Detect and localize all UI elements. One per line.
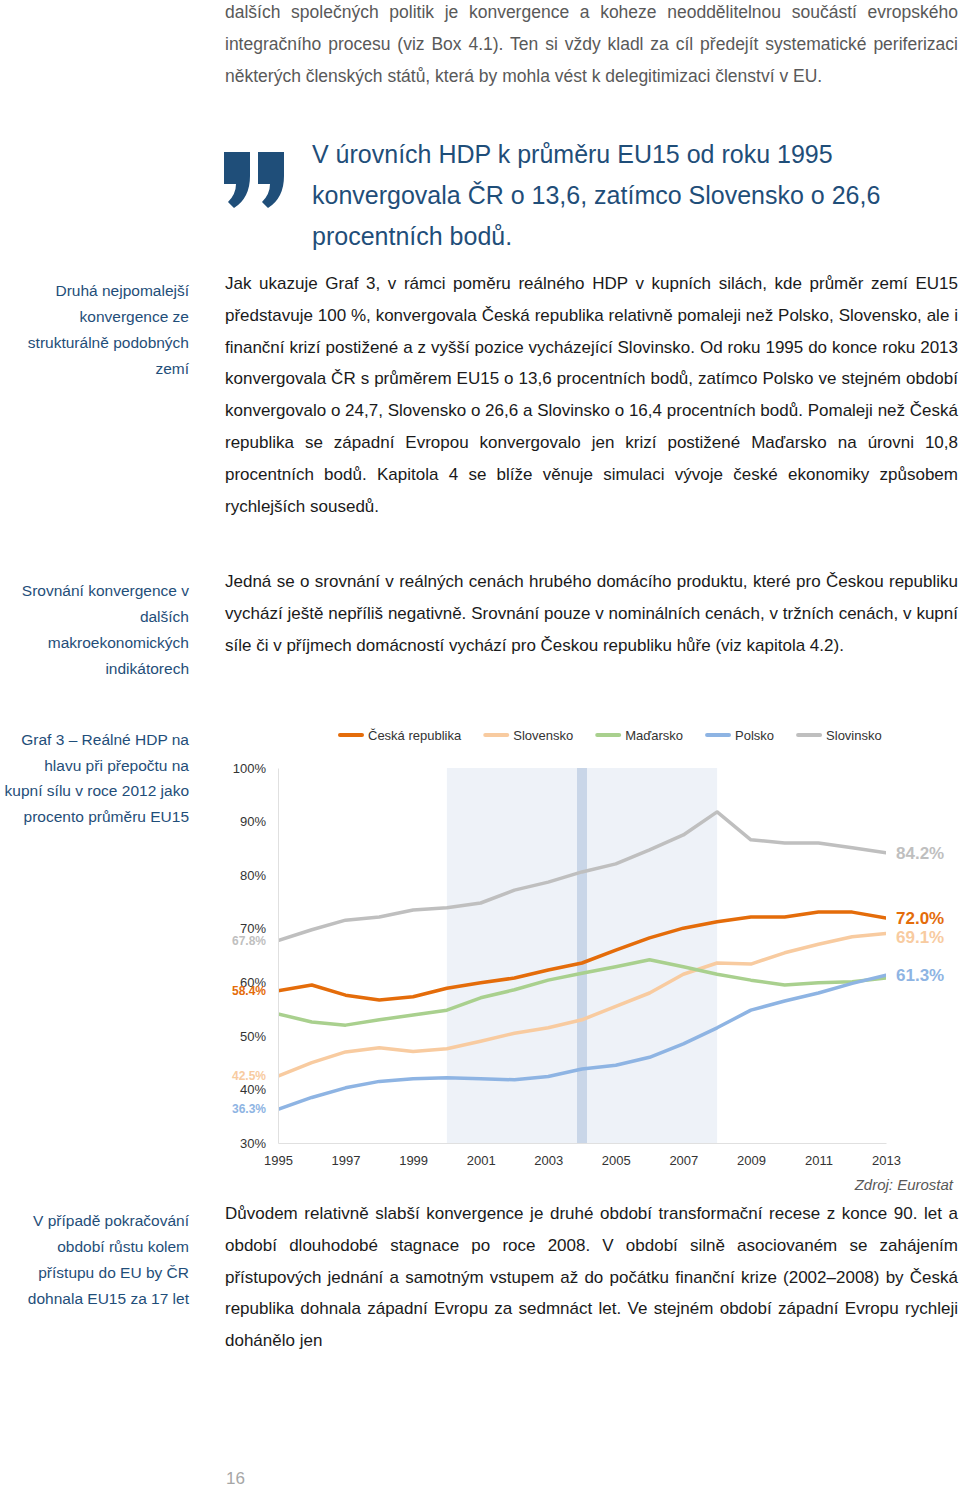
source-note: Zdroj: Eurostat: [600, 1176, 953, 1193]
x-tick: 1997: [332, 1143, 361, 1168]
y-tick: 50%: [240, 1029, 278, 1044]
y-tick-label: 50%: [240, 1029, 266, 1044]
quote-glyph: [224, 152, 250, 208]
start-value-label: 42.5%: [232, 1069, 266, 1083]
x-axis: 1995 1997 1999 2001 2003 2005 2007 2009 2011 2013: [264, 1143, 901, 1168]
body-paragraph: Jak ukazuje Graf 3, v rámci poměru reáln…: [225, 268, 958, 522]
legend-swatch: [485, 733, 507, 737]
y-tick: 80%: [240, 868, 278, 883]
x-tick: 2003: [534, 1143, 563, 1168]
y-tick: 100%: [233, 761, 278, 776]
x-tick: 1995: [264, 1143, 293, 1168]
x-tick-label: 2005: [602, 1153, 631, 1168]
x-tick: 2007: [669, 1143, 698, 1168]
x-tick-label: 2007: [669, 1153, 698, 1168]
x-tick: 2011: [805, 1143, 833, 1168]
legend-label: Polsko: [735, 728, 774, 743]
x-tick: 2013: [872, 1143, 901, 1168]
x-tick-label: 2001: [467, 1153, 496, 1168]
legend-swatch: [798, 733, 820, 737]
legend-label: Slovinsko: [826, 728, 882, 743]
x-tick-label: 1997: [332, 1153, 361, 1168]
x-tick: 2001: [467, 1143, 496, 1168]
x-tick-label: 2011: [805, 1153, 833, 1168]
x-tick: 2005: [602, 1143, 631, 1168]
quote-glyph: [258, 152, 284, 208]
x-axis-line: [279, 1143, 887, 1144]
x-tick-label: 1995: [264, 1153, 293, 1168]
chart-title: Graf 3 – Reálné HDP na hlavu při přepočt…: [4, 727, 189, 829]
series-line: [278, 934, 886, 1077]
y-tick-label: 100%: [233, 761, 267, 776]
sidebar-note: V případě pokračování období růstu kolem…: [4, 1208, 189, 1312]
chart: 30%40%50%60%70%80%90%100%199519971999200…: [200, 715, 960, 1185]
y-tick-label: 80%: [240, 868, 266, 883]
y-axis-line: [278, 769, 279, 1144]
legend-label: Maďarsko: [625, 728, 683, 743]
y-tick: 90%: [240, 814, 278, 829]
quote-icon: [224, 152, 288, 212]
series-line: [278, 975, 886, 1109]
legend-swatch: [597, 733, 619, 737]
legend: Česká republika Slovensko Maďarsko Polsko Sl…: [340, 728, 882, 743]
page: dalších společných politik je konvergenc…: [0, 0, 960, 1489]
y-tick-label: 30%: [240, 1136, 266, 1151]
page-number: 16: [226, 1469, 286, 1489]
series-line: [278, 912, 886, 1000]
highlighted-year: [577, 768, 587, 1143]
legend-swatch: [340, 733, 362, 737]
y-axis: 30%40%50%60%70%80%90%100%: [233, 761, 279, 1151]
value-labels: 67.8% 58.4% 42.5% 36.3% 84.2% 72.0%69.1% 61.3%: [232, 844, 944, 1117]
end-value-label: 69.1%: [896, 928, 944, 947]
end-value-label: 61.3%: [896, 966, 944, 985]
body-paragraph: Jedná se o srovnání v reálných cenách hr…: [225, 566, 958, 661]
start-value-label: 58.4%: [232, 984, 266, 998]
body-paragraph: Důvodem relativně slabší konvergence je …: [225, 1198, 958, 1357]
series-line: [278, 812, 886, 941]
x-tick: 1999: [399, 1143, 428, 1168]
y-tick: 30%: [240, 1136, 278, 1151]
x-tick-label: 1999: [399, 1153, 428, 1168]
y-tick: 40%: [240, 1082, 278, 1097]
y-tick-label: 90%: [240, 814, 266, 829]
x-tick-label: 2009: [737, 1153, 766, 1168]
sidebar-note: Druhá nejpomalejší konvergence ze strukt…: [4, 278, 189, 382]
shaded-period: [447, 768, 717, 1143]
end-value-label: 84.2%: [896, 844, 944, 863]
intro-paragraph: dalších společných politik je konvergenc…: [225, 0, 958, 92]
legend-label: Slovensko: [513, 728, 573, 743]
start-value-label: 36.3%: [232, 1102, 266, 1116]
x-tick-label: 2013: [872, 1153, 901, 1168]
pull-quote: V úrovních HDP k průměru EU15 od roku 19…: [312, 134, 912, 257]
end-value-label: 72.0%: [896, 909, 944, 928]
x-tick-label: 2003: [534, 1153, 563, 1168]
series-line: [278, 960, 886, 1025]
legend-label: Česká republika: [368, 728, 462, 743]
y-tick-label: 40%: [240, 1082, 266, 1097]
start-value-label: 67.8%: [232, 934, 266, 948]
plot-area: [278, 768, 886, 1143]
x-tick: 2009: [737, 1143, 766, 1168]
legend-swatch: [707, 733, 729, 737]
sidebar-note: Srovnání konvergence v dalších makroekon…: [4, 578, 189, 682]
